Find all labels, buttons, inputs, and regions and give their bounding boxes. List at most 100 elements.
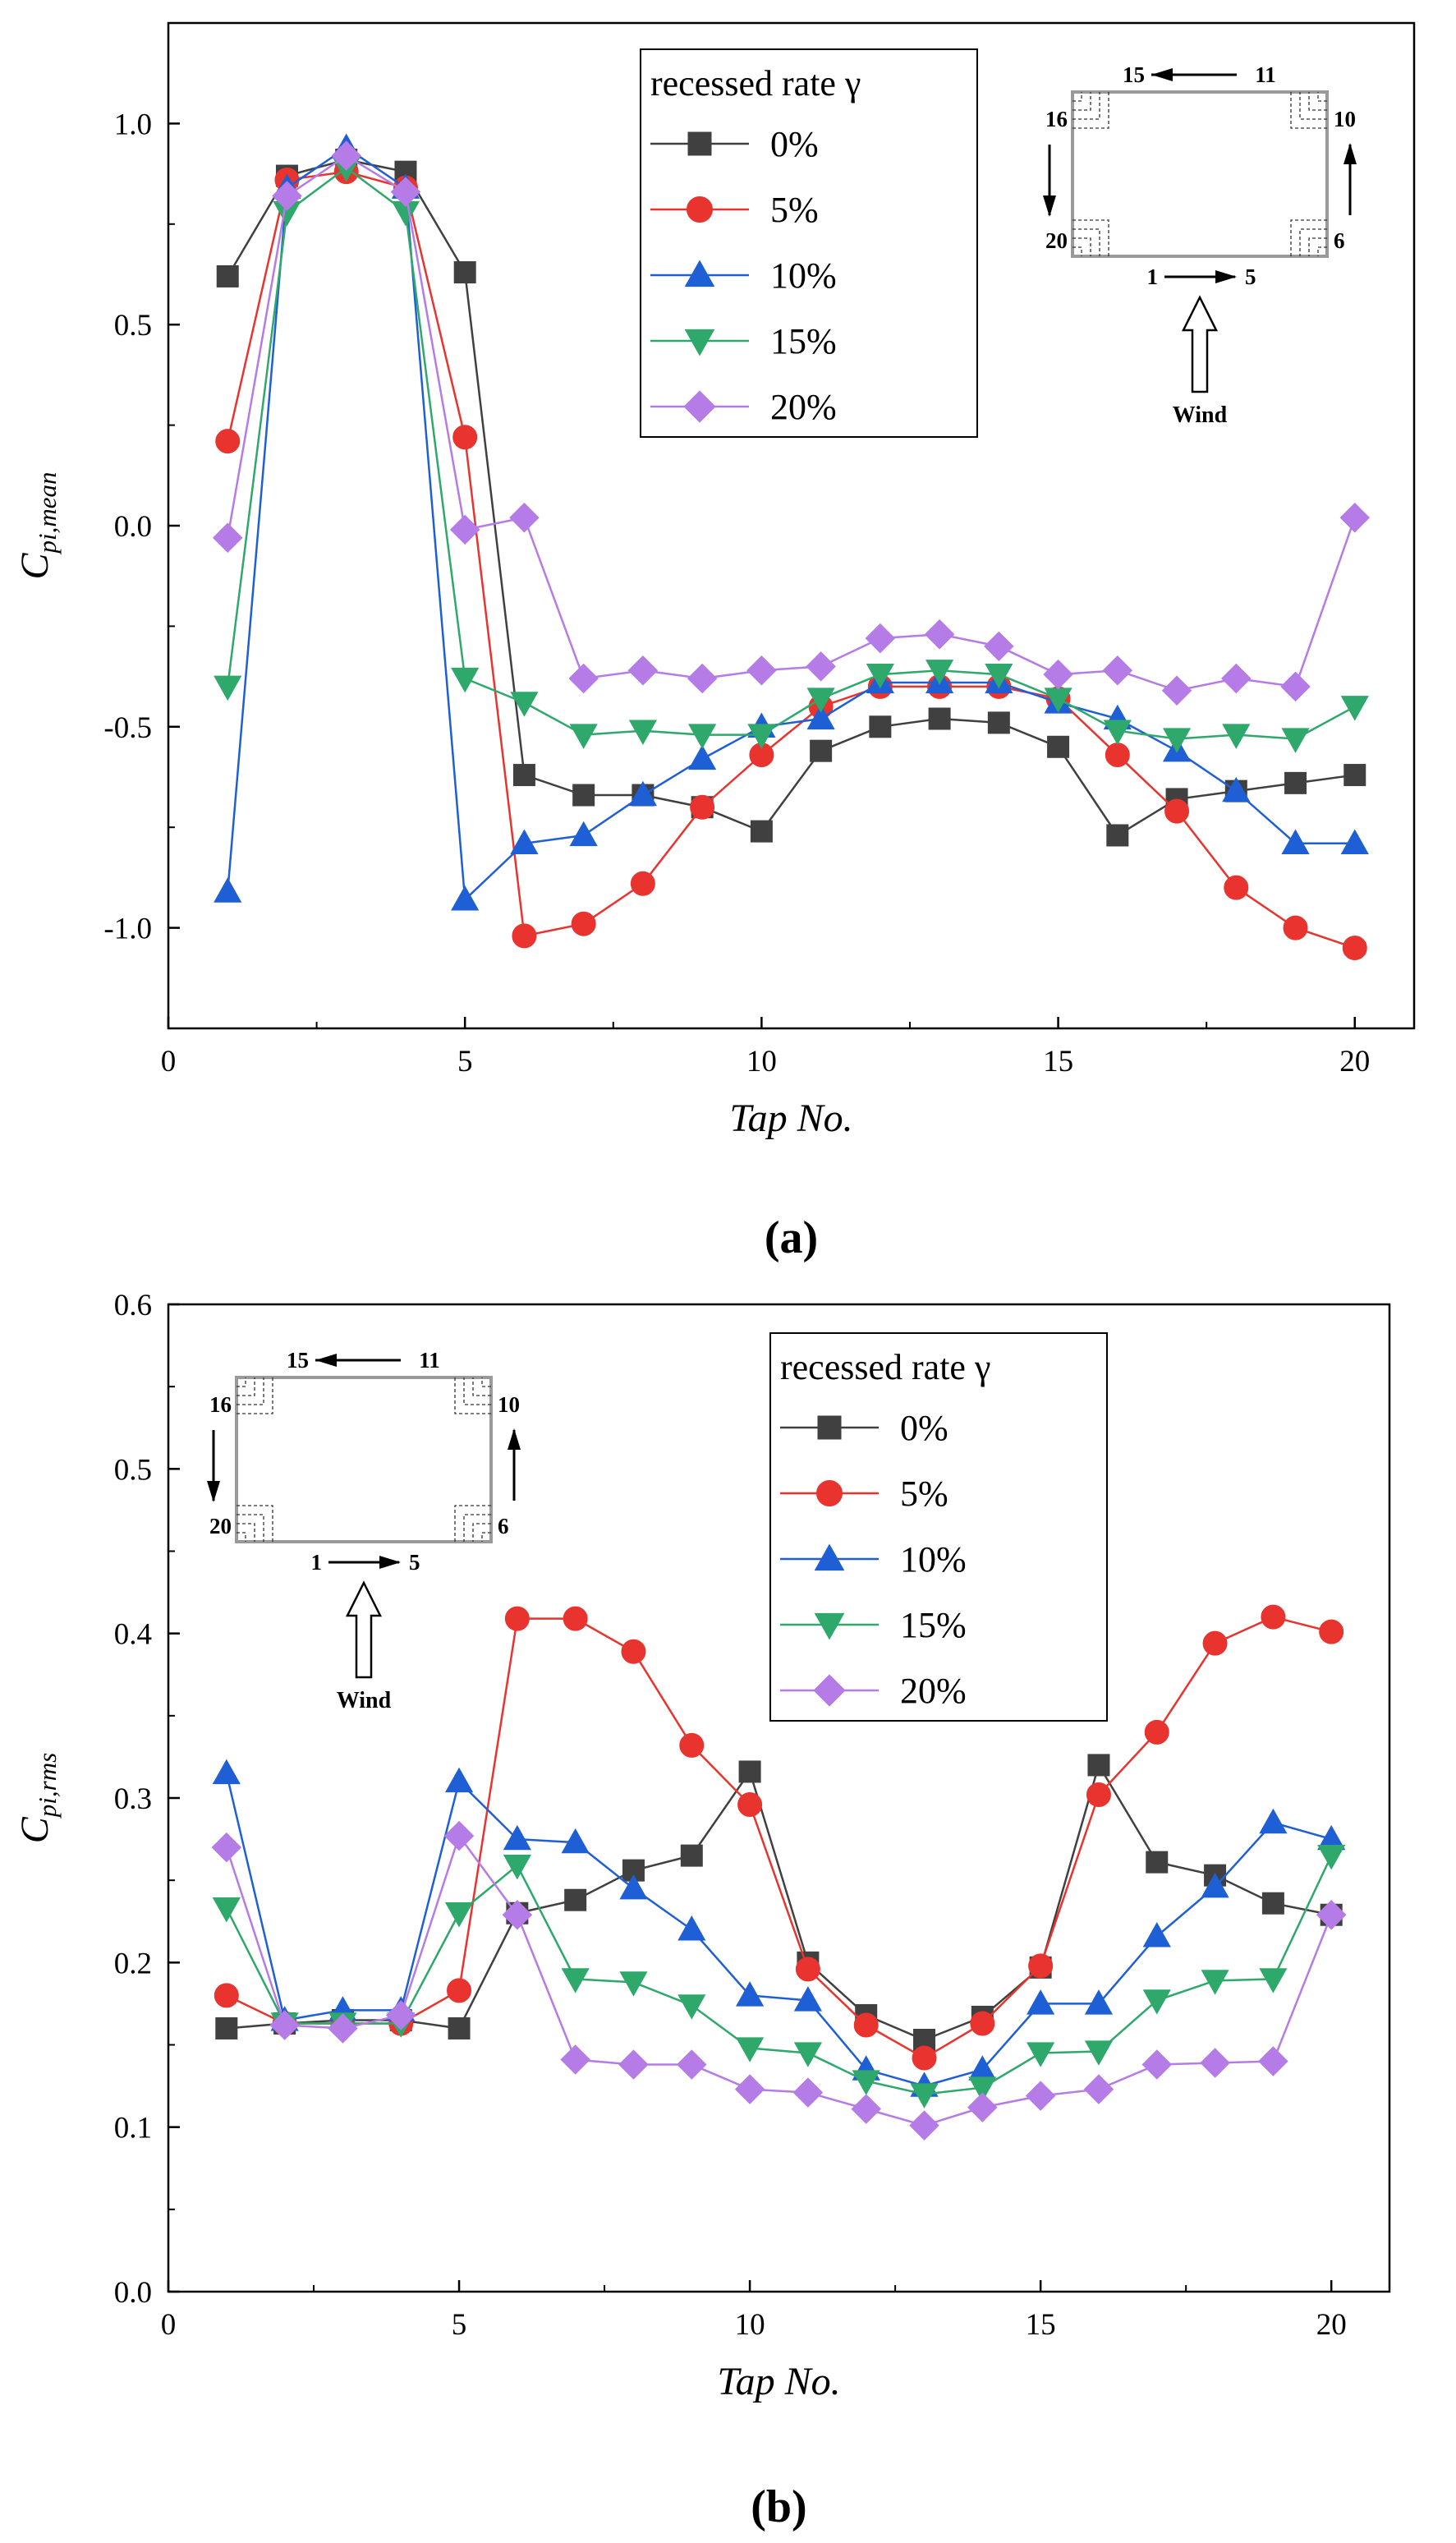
panel-b-y-axis-label-main: C xyxy=(13,1816,57,1843)
panel-b-inset-recess-corner-3 xyxy=(237,1514,264,1542)
panel-b-data-point xyxy=(1025,2081,1056,2111)
panel-a-y-tick-label: 1.0 xyxy=(114,108,152,141)
panel-a-data-point xyxy=(750,820,773,843)
panel-a-data-point xyxy=(628,720,658,745)
panel-b-inset-recess-corner-4 xyxy=(454,1505,491,1542)
panel-b-data-point xyxy=(1201,1970,1229,1995)
panel-b-data-point xyxy=(970,2011,995,2036)
panel-b-data-point xyxy=(447,1978,472,2003)
panel-b-data-point xyxy=(677,2049,707,2080)
panel-b-data-point xyxy=(852,2070,880,2095)
panel-b-inset-recess-corner-1 xyxy=(237,1377,273,1414)
panel-a-data-point xyxy=(510,829,539,854)
panel-a-data-point xyxy=(806,687,835,713)
panel-a-inset-recess-corner-1 xyxy=(1072,92,1109,129)
panel-a-inset-recess-corner-4 xyxy=(1317,246,1327,256)
panel-a-data-point xyxy=(928,707,951,730)
panel-b-data-point xyxy=(851,2094,881,2124)
panel-b-inset-wind-label: Wind xyxy=(337,1688,392,1713)
panel-b-data-point xyxy=(1259,1808,1288,1834)
panel-b-legend-title: recessed rate γ xyxy=(780,1347,990,1387)
panel-b-inset-arrowhead-top xyxy=(315,1354,337,1367)
panel-b-legend: recessed rate γ 0% 5% 10% 15% 20% xyxy=(769,1332,1108,1722)
panel-a-data-point xyxy=(925,660,954,685)
panel-a-data-point xyxy=(810,739,833,762)
panel-a-data-point xyxy=(1162,728,1192,753)
panel-a-data-point xyxy=(865,623,896,654)
panel-b-y-tick-label: 0.6 xyxy=(114,1289,152,1322)
panel-b-inset-recess-corner-2 xyxy=(463,1377,491,1405)
panel-b-series-line xyxy=(225,1833,1333,2127)
panel-b-data-point xyxy=(448,2016,471,2039)
panel-a-inset-arrowhead-top xyxy=(1151,68,1173,81)
panel-a-data-point xyxy=(1342,936,1367,961)
panel-a-data-point xyxy=(1339,502,1371,533)
panel-b-data-point xyxy=(560,2044,590,2075)
panel-a-data-point xyxy=(1224,875,1249,900)
panel-b-data-point xyxy=(1028,1953,1054,1979)
panel-b-data-point xyxy=(621,1639,646,1664)
panel-b-data-point xyxy=(677,1994,706,2020)
panel-a-data-point xyxy=(1105,743,1130,768)
panel-a-inset-label-top_label_right: 11 xyxy=(1255,62,1276,87)
panel-b-inset-arrowhead-bottom xyxy=(379,1556,401,1569)
panel-b-data-point xyxy=(619,1874,648,1900)
panel-b-series-0pct xyxy=(215,1754,1343,2051)
panel-a-data-point xyxy=(1047,735,1070,758)
panel-b-inset-wind-arrow xyxy=(345,1580,383,1679)
panel-a-data-point xyxy=(806,704,835,730)
panel-b-data-point xyxy=(214,1983,239,2008)
panel-a-x-tick-label: 15 xyxy=(1043,1045,1073,1078)
panel-a-x-axis-label: Tap No. xyxy=(729,1097,852,1140)
panel-a-data-point xyxy=(510,692,539,717)
panel-a-y-axis-label: Cpi,mean xyxy=(13,471,62,579)
panel-a-data-point xyxy=(1281,728,1310,753)
panel-a-data-point xyxy=(987,711,1010,734)
panel-b-data-point xyxy=(1084,2040,1114,2066)
panel-b-data-point xyxy=(1258,2046,1288,2076)
panel-b-y-axis-label-sub: pi,rms xyxy=(33,1753,62,1819)
panel-a-x-tick-label: 0 xyxy=(161,1045,177,1078)
panel-a-data-point xyxy=(1280,671,1311,702)
panel-a-inset-plan xyxy=(1071,90,1329,258)
panel-b-y-tick-label: 0.2 xyxy=(114,1947,152,1980)
panel-a-series-line xyxy=(227,170,1356,950)
panel-a-data-point xyxy=(331,140,361,171)
panel-a-data-point xyxy=(571,911,596,936)
panel-a-data-point xyxy=(1106,824,1129,847)
panel-b-data-point xyxy=(793,2042,823,2067)
panel-a-y-tick-label: 0.0 xyxy=(114,510,152,544)
panel-b-data-point xyxy=(679,1732,705,1758)
panel-a-inset-recess-corner-1 xyxy=(1072,92,1091,111)
panel-a-legend-label: 15% xyxy=(770,321,837,361)
panel-b-inset-recess-corner-1 xyxy=(237,1377,264,1405)
panel-a-data-point xyxy=(1343,764,1366,787)
panel-b-data-point xyxy=(504,1606,530,1631)
panel-a-inset-recess-corner-3 xyxy=(1072,228,1100,256)
panel-b-data-point xyxy=(561,1828,590,1854)
panel-a-data-point xyxy=(449,514,480,545)
panel-b-data-point xyxy=(561,1968,590,1993)
panel-b-data-point xyxy=(680,1844,703,1867)
panel-a-data-point xyxy=(451,885,480,911)
panel-b-data-point xyxy=(734,2074,765,2104)
panel-b-legend-label: 15% xyxy=(900,1605,967,1645)
panel-b-data-point xyxy=(563,1606,588,1631)
panel-b-data-point xyxy=(503,1854,531,1880)
panel-a-data-point xyxy=(1164,798,1190,824)
panel-a-x-tick-label: 5 xyxy=(457,1045,473,1078)
panel-a-inset-label-bottom_label_right: 5 xyxy=(1245,264,1256,289)
panel-a-data-point xyxy=(1281,829,1310,854)
panel-b-data-point xyxy=(502,1899,533,1930)
panel-b-y-tick-label: 0.3 xyxy=(114,1782,152,1816)
panel-a-inset-recess-corner-3 xyxy=(1072,219,1109,256)
panel-b-legend-label: 10% xyxy=(900,1539,967,1580)
panel-b-series-line xyxy=(225,1855,1333,2095)
panel-a-data-point xyxy=(453,261,476,284)
panel-b-data-point xyxy=(1141,2049,1173,2080)
panel-b-inset-recess-corner-4 xyxy=(463,1514,491,1542)
panel-a-inset-recess-corner-3 xyxy=(1072,237,1091,256)
panel-a-data-point xyxy=(451,667,480,693)
panel-b-inset-recess-corner-2 xyxy=(454,1377,491,1414)
panel-b-data-point xyxy=(618,2049,649,2080)
